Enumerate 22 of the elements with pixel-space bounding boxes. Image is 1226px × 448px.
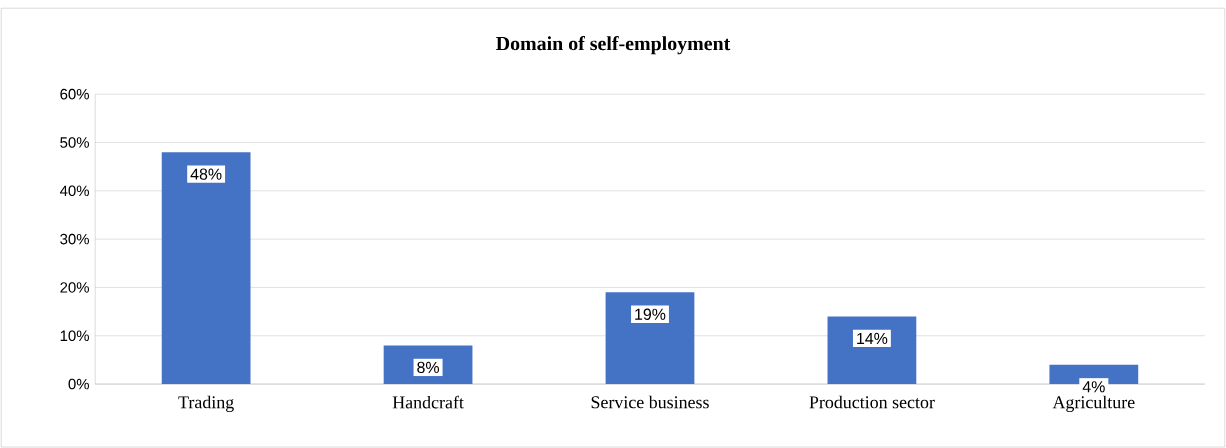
bar xyxy=(161,152,251,384)
data-label: 14% xyxy=(857,332,888,344)
y-tick-label: 50% xyxy=(60,137,89,148)
x-tick-label: Trading xyxy=(178,395,234,412)
data-label: 8% xyxy=(417,361,440,373)
y-tick-label: 20% xyxy=(60,282,89,293)
x-tick-label: Agriculture xyxy=(1052,395,1135,412)
y-tick-label: 0% xyxy=(68,378,89,390)
bar xyxy=(383,345,473,384)
y-tick-label: 10% xyxy=(60,330,89,341)
bar xyxy=(827,316,917,384)
data-label: 19% xyxy=(635,308,666,320)
chart-title: Domain of self-employment xyxy=(496,35,731,55)
bar xyxy=(605,292,695,384)
data-label: 4% xyxy=(1082,381,1105,393)
y-tick-label: 30% xyxy=(60,233,89,245)
y-tick-label: 60% xyxy=(60,88,89,100)
y-tick-label: 40% xyxy=(59,185,89,196)
data-label: 48% xyxy=(190,168,222,180)
x-tick-label: Service business xyxy=(591,395,709,409)
x-tick-label: Handcraft xyxy=(392,395,464,409)
x-tick-label: Production sector xyxy=(809,395,935,409)
